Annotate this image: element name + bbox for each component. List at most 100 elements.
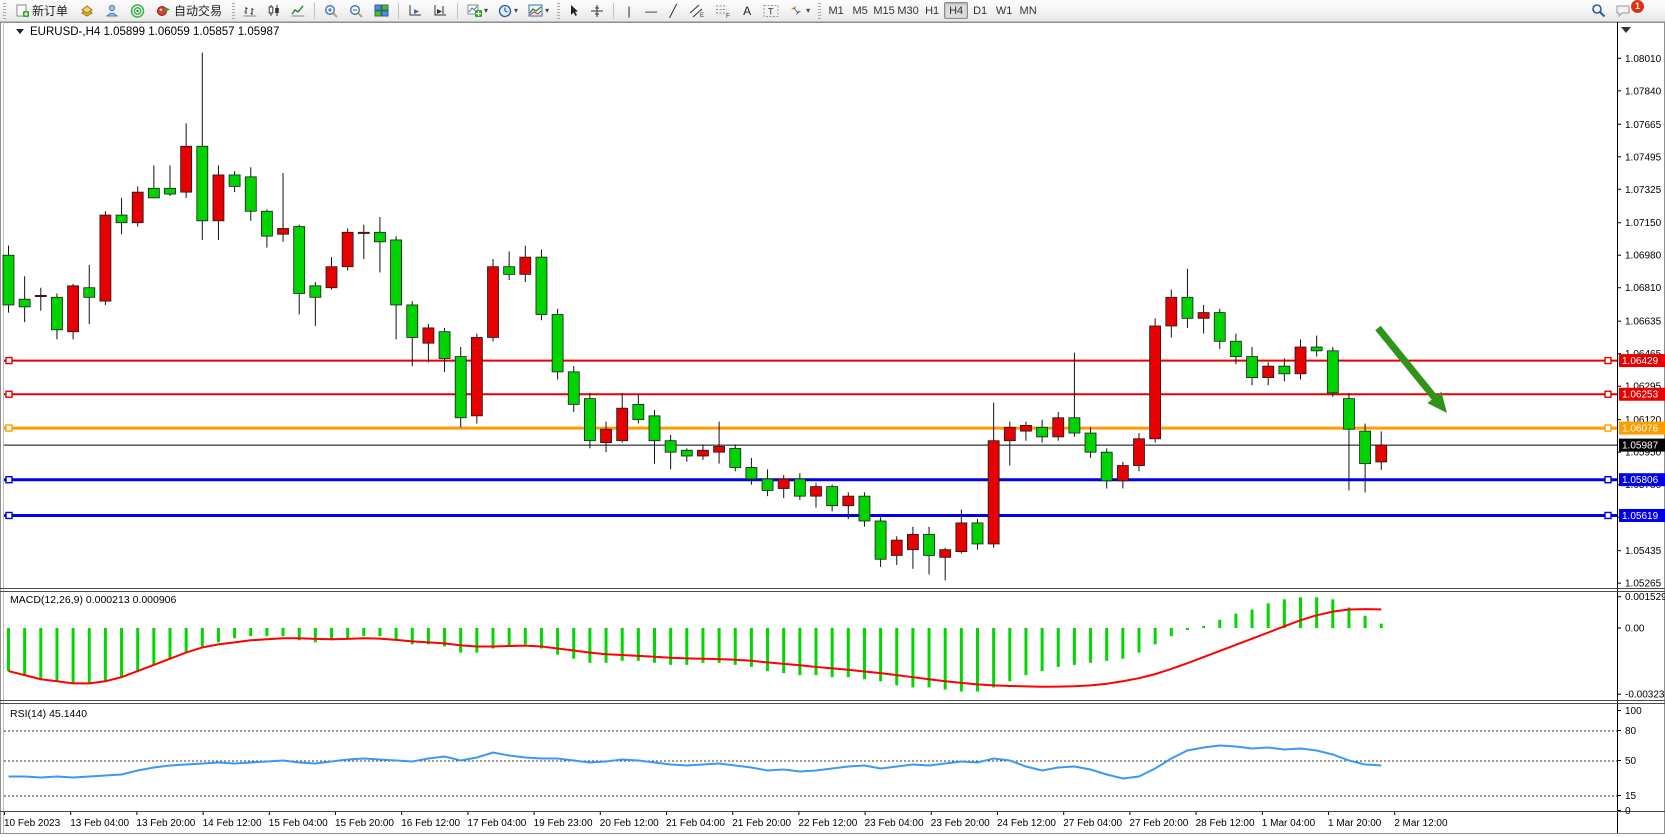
- bull-candle: [1133, 438, 1145, 466]
- svg-text:1.07150: 1.07150: [1625, 218, 1662, 229]
- hline-handle[interactable]: [5, 511, 13, 520]
- bear-candle: [374, 231, 386, 243]
- crosshair-icon: [591, 4, 604, 17]
- text-label-button[interactable]: T: [759, 2, 783, 20]
- rsi-pane: [8, 744, 1382, 780]
- bear-candle: [390, 239, 403, 306]
- bull-candle: [325, 266, 338, 289]
- bear-candle: [1310, 346, 1323, 352]
- svg-text:0.00: 0.00: [1625, 624, 1645, 635]
- bear-candle: [2, 254, 15, 306]
- arrows-button[interactable]: ▾: [785, 2, 814, 20]
- timeframe-m5-button[interactable]: M5: [852, 4, 868, 17]
- time-label: 13 Feb 20:00: [136, 818, 195, 829]
- chart-shift-button[interactable]: [429, 2, 452, 20]
- candlestick-chart-button[interactable]: [263, 2, 285, 20]
- trendline-button[interactable]: ╱: [663, 2, 683, 20]
- chat-button[interactable]: 1: [1612, 0, 1645, 20]
- tile-windows-icon: [374, 4, 389, 17]
- price-tag-1.06076: 1.06076: [1622, 424, 1659, 435]
- svg-text:1.06980: 1.06980: [1625, 251, 1662, 262]
- new-chart-button[interactable]: ▾: [463, 2, 492, 20]
- bull-candle: [987, 440, 1000, 545]
- search-button[interactable]: [1587, 2, 1610, 20]
- hline-handle[interactable]: [5, 476, 13, 484]
- bear-candle: [260, 210, 273, 237]
- candlestick-chart-icon: [268, 5, 279, 16]
- horizontal-line-button[interactable]: —: [641, 2, 661, 20]
- bull-candle: [713, 446, 725, 453]
- price-axis[interactable]: 1.08010 1.07840 1.07665 1.07495 1.07325 1.071…: [1617, 54, 1665, 817]
- periods-button[interactable]: ▾: [494, 2, 522, 20]
- toolbar-grip: [557, 2, 561, 19]
- down-arrow-icon[interactable]: [1375, 325, 1440, 403]
- text-button[interactable]: A: [737, 2, 757, 20]
- bull-candle: [422, 327, 435, 344]
- hline-handle[interactable]: [1604, 390, 1612, 398]
- timeframe-h4-button[interactable]: H4: [944, 2, 969, 19]
- hline-handle[interactable]: [5, 390, 13, 398]
- bear-candle: [648, 415, 661, 442]
- macd-label: MACD(12,26,9) 0.000213 0.000906: [10, 594, 177, 606]
- auto-trading-button[interactable]: 自动交易: [151, 2, 228, 20]
- bear-candle: [406, 304, 419, 338]
- fibonacci-button[interactable]: F: [711, 2, 735, 20]
- market-watch-icon: [81, 5, 93, 17]
- bull-candle: [1003, 426, 1016, 442]
- crosshair-button[interactable]: [586, 2, 608, 20]
- auto-scroll-button[interactable]: [404, 2, 427, 20]
- svg-text:50: 50: [1625, 756, 1637, 767]
- svg-text:1.07325: 1.07325: [1625, 185, 1662, 196]
- line-chart-button[interactable]: [287, 2, 309, 20]
- bear-candle: [680, 449, 693, 457]
- price-tag-1.05987: 1.05987: [1622, 441, 1659, 452]
- chart-canvas[interactable]: 1.08010 1.07840 1.07665 1.07495 1.07325 1.071…: [0, 22, 1665, 837]
- hline-handle[interactable]: [5, 424, 13, 432]
- timeframe-d1-button[interactable]: D1: [973, 4, 988, 17]
- hline-handle[interactable]: [1604, 356, 1612, 365]
- hline-handle[interactable]: [1604, 476, 1612, 484]
- svg-text:1.05435: 1.05435: [1625, 546, 1662, 557]
- bull-candle: [777, 478, 790, 489]
- bear-candle: [309, 285, 322, 298]
- bear-candle: [1278, 365, 1291, 375]
- chart-shift-marker-icon: [1621, 27, 1631, 33]
- signals-button[interactable]: [126, 2, 149, 20]
- time-label: 14 Feb 12:00: [203, 818, 262, 829]
- toolbar-separator: [613, 2, 615, 19]
- bar-chart-button[interactable]: [239, 2, 261, 20]
- timeframe-m30-button[interactable]: M30: [897, 4, 919, 17]
- bear-candle: [293, 226, 306, 294]
- templates-button[interactable]: ▾: [524, 2, 553, 20]
- cursor-button[interactable]: [564, 2, 584, 20]
- bull-candle: [1165, 296, 1178, 327]
- tile-windows-button[interactable]: [370, 2, 393, 20]
- bull-candle: [519, 256, 532, 275]
- hline-handle[interactable]: [1604, 424, 1612, 432]
- bull-candle: [67, 285, 79, 333]
- data-window-button[interactable]: [101, 2, 124, 20]
- timeframe-m1-button[interactable]: M1: [828, 4, 844, 17]
- symbol-dropdown-icon[interactable]: [16, 29, 24, 34]
- hline-handle[interactable]: [1604, 511, 1612, 520]
- time-label: 22 Feb 12:00: [798, 818, 857, 829]
- time-label: 1 Mar 04:00: [1262, 818, 1316, 829]
- svg-text:1.06635: 1.06635: [1625, 317, 1662, 328]
- zoom-in-button[interactable]: [320, 2, 343, 20]
- timeframe-w1-button[interactable]: W1: [995, 4, 1013, 17]
- time-axis[interactable]: 10 Feb 2023 13 Feb 04:00 13 Feb 20:00 14 Fe…: [4, 812, 1448, 829]
- zoom-out-button[interactable]: [345, 2, 368, 20]
- text-icon: A: [743, 3, 752, 18]
- bar-chart-icon: [243, 7, 257, 17]
- new-order-button[interactable]: 新订单: [10, 2, 74, 20]
- timeframe-m15-button[interactable]: M15: [873, 4, 895, 17]
- vertical-line-button[interactable]: |: [619, 2, 639, 20]
- hline-handle[interactable]: [5, 356, 13, 365]
- arrow-annotation[interactable]: [1375, 325, 1447, 413]
- timeframe-mn-button[interactable]: MN: [1019, 4, 1037, 17]
- bear-candle: [18, 298, 31, 308]
- channel-button[interactable]: E: [685, 2, 709, 20]
- market-watch-button[interactable]: [76, 2, 99, 20]
- timeframe-h1-button[interactable]: H1: [925, 4, 940, 17]
- bear-candle: [438, 331, 451, 359]
